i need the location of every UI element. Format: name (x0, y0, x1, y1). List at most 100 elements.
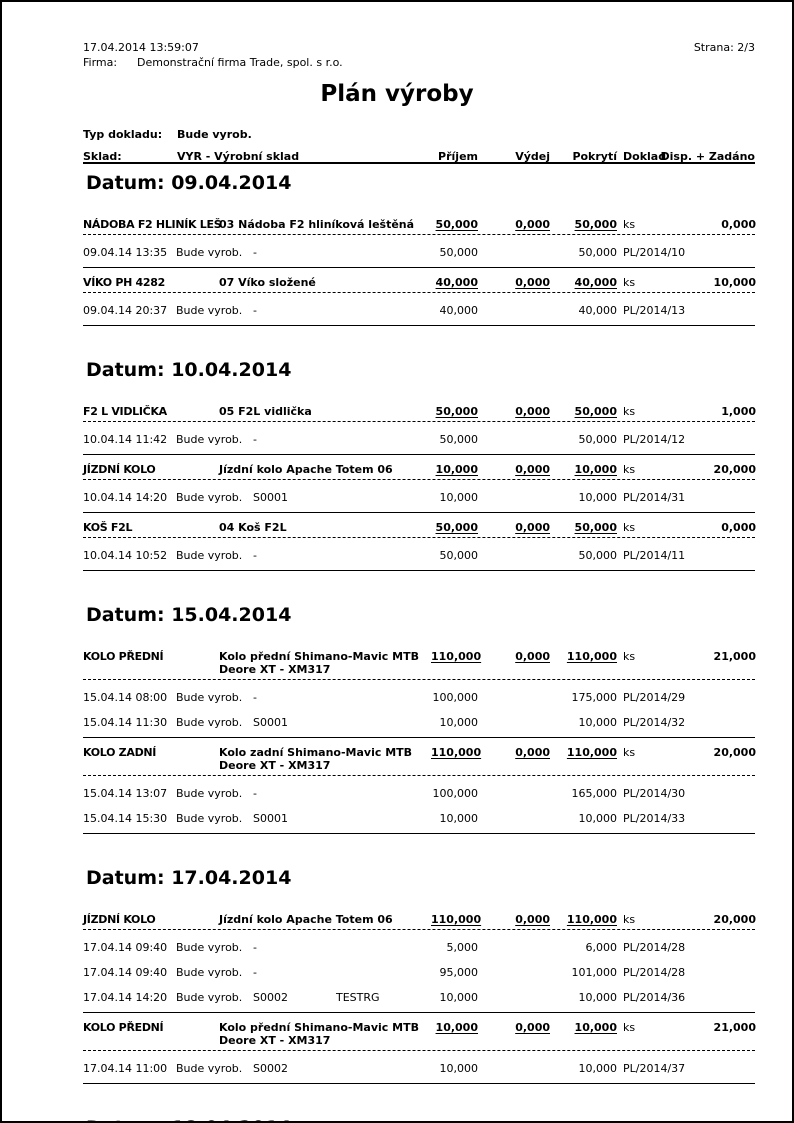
detail-pokryti: 10,000 (578, 991, 618, 1004)
detail-vydej (478, 246, 550, 259)
warehouse-value: VYR - Výrobní sklad (177, 150, 300, 163)
detail-prijem: 10,000 (439, 491, 479, 504)
detail-row: 09.04.14 20:37 Bude vyrob. - 40,000 40,0… (83, 298, 755, 323)
detail-pokryti: 101,000 (571, 966, 618, 979)
detail-prijem: 50,000 (439, 549, 479, 562)
detail-type: Bude vyrob. (176, 941, 243, 954)
detail-row: 17.04.14 11:00 Bude vyrob. S0002 10,000 … (83, 1056, 755, 1081)
item-header-row: KOLO PŘEDNÍ Kolo přední Shimano-Mavic MT… (83, 1021, 756, 1051)
item-disp: 21,000 (713, 1021, 756, 1034)
detail-disp (707, 787, 756, 800)
detail-doklad: PL/2014/13 (623, 304, 686, 317)
plan-item: KOŠ F2L 04 Koš F2L 50,000 0,000 50,000 k… (83, 513, 756, 571)
item-description: 04 Koš F2L (219, 521, 287, 534)
item-vydej: 0,000 (515, 746, 550, 759)
column-header-prijem: Příjem (438, 150, 478, 163)
detail-extra (336, 716, 431, 729)
detail-prijem: 40,000 (439, 304, 479, 317)
item-disp: 0,000 (721, 521, 756, 534)
plan-item: JÍZDNÍ KOLO Jízdní kolo Apache Totem 06 … (83, 913, 756, 1013)
detail-row: 15.04.14 11:30 Bude vyrob. S0001 10,000 … (83, 710, 755, 735)
item-pokryti: 110,000 (566, 650, 617, 663)
detail-vydej (478, 491, 550, 504)
item-details: 09.04.14 20:37 Bude vyrob. - 40,000 40,0… (83, 293, 755, 325)
detail-datetime: 15.04.14 13:07 (83, 787, 168, 800)
detail-disp (707, 966, 756, 979)
section-heading: Datum: 18.04.2014 (83, 1118, 755, 1122)
section-items: NÁDOBA F2 HLINÍK LEŠ 03 Nádoba F2 hliník… (83, 218, 756, 326)
detail-disp (707, 549, 756, 562)
section-heading: Datum: 10.04.2014 (86, 359, 292, 381)
detail-type: Bude vyrob. (176, 549, 243, 562)
plan-item: KOLO ZADNÍ Kolo zadní Shimano-Mavic MTB … (83, 738, 756, 834)
item-header-row: NÁDOBA F2 HLINÍK LEŠ 03 Nádoba F2 hliník… (83, 218, 756, 235)
detail-type: Bude vyrob. (176, 1062, 243, 1075)
company-label: Firma: (83, 56, 118, 69)
detail-disp (707, 491, 756, 504)
item-description: Jízdní kolo Apache Totem 06 (219, 463, 393, 476)
item-pokryti: 110,000 (566, 746, 617, 759)
detail-prijem: 100,000 (432, 691, 479, 704)
item-details: 10.04.14 11:42 Bude vyrob. - 50,000 50,0… (83, 422, 755, 454)
detail-vydej (478, 991, 550, 1004)
detail-datetime: 10.04.14 11:42 (83, 433, 168, 446)
plan-item: JÍZDNÍ KOLO Jízdní kolo Apache Totem 06 … (83, 455, 756, 513)
item-disp: 20,000 (713, 463, 756, 476)
detail-row: 15.04.14 15:30 Bude vyrob. S0001 10,000 … (83, 806, 755, 831)
detail-pokryti: 50,000 (578, 433, 618, 446)
detail-extra: TESTRG (336, 991, 380, 1004)
item-header-row: JÍZDNÍ KOLO Jízdní kolo Apache Totem 06 … (83, 913, 756, 930)
item-pokryti: 50,000 (574, 405, 617, 418)
detail-extra (336, 304, 431, 317)
detail-vydej (478, 691, 550, 704)
item-vydej: 0,000 (515, 650, 550, 663)
item-unit: ks (623, 746, 636, 759)
detail-datetime: 15.04.14 08:00 (83, 691, 168, 704)
detail-spec: - (253, 941, 257, 954)
detail-vydej (478, 787, 550, 800)
item-pokryti: 110,000 (566, 913, 617, 926)
detail-row: 10.04.14 11:42 Bude vyrob. - 50,000 50,0… (83, 427, 755, 452)
detail-vydej (478, 304, 550, 317)
section-heading: Datum: 15.04.2014 (86, 604, 292, 626)
detail-vydej (478, 1062, 550, 1075)
date-section: Datum: 17.04.2014 JÍZDNÍ KOLO Jízdní kol… (83, 868, 756, 1084)
item-pokryti: 50,000 (574, 521, 617, 534)
item-name: KOŠ F2L (83, 521, 133, 534)
item-name: JÍZDNÍ KOLO (83, 913, 156, 926)
detail-datetime: 17.04.14 11:00 (83, 1062, 168, 1075)
detail-spec: - (253, 433, 257, 446)
detail-datetime: 17.04.14 09:40 (83, 966, 168, 979)
item-header-row: JÍZDNÍ KOLO Jízdní kolo Apache Totem 06 … (83, 463, 756, 480)
plan-item: KOLO PŘEDNÍ Kolo přední Shimano-Mavic MT… (83, 1013, 756, 1084)
item-name: NÁDOBA F2 HLINÍK LEŠ (83, 218, 222, 231)
detail-spec: - (253, 691, 257, 704)
item-description: 05 F2L vidlička (219, 405, 312, 418)
item-prijem: 50,000 (435, 218, 478, 231)
warehouse-label: Sklad: (83, 150, 122, 163)
date-section: Datum: 18.04.2014 KOLO ZADNÍ Kolo zadní … (83, 1118, 755, 1122)
item-description: 07 Víko složené (219, 276, 316, 289)
detail-pokryti: 10,000 (578, 491, 618, 504)
detail-row: 17.04.14 14:20 Bude vyrob. S0002 TESTRG … (83, 985, 755, 1010)
detail-type: Bude vyrob. (176, 716, 243, 729)
item-details: 15.04.14 08:00 Bude vyrob. - 100,000 175… (83, 680, 755, 737)
detail-extra (336, 491, 431, 504)
detail-prijem: 95,000 (439, 966, 479, 979)
detail-extra (336, 691, 431, 704)
detail-prijem: 100,000 (432, 787, 479, 800)
section-items: KOLO PŘEDNÍ Kolo přední Shimano-Mavic MT… (83, 650, 756, 834)
detail-datetime: 15.04.14 15:30 (83, 812, 168, 825)
detail-row: 17.04.14 09:40 Bude vyrob. - 95,000 101,… (83, 960, 755, 985)
detail-datetime: 17.04.14 14:20 (83, 991, 168, 1004)
detail-type: Bude vyrob. (176, 246, 243, 259)
item-name: VÍKO PH 4282 (83, 276, 165, 289)
item-details: 17.04.14 11:00 Bude vyrob. S0002 10,000 … (83, 1051, 755, 1083)
detail-row: 10.04.14 14:20 Bude vyrob. S0001 10,000 … (83, 485, 755, 510)
detail-pokryti: 40,000 (578, 304, 618, 317)
item-header-row: KOLO PŘEDNÍ Kolo přední Shimano-Mavic MT… (83, 650, 756, 680)
doc-type-row: Typ dokladu: Bude vyrob. (83, 128, 755, 142)
item-name: JÍZDNÍ KOLO (83, 463, 156, 476)
date-section: Datum: 09.04.2014 NÁDOBA F2 HLINÍK LEŠ 0… (83, 173, 756, 326)
detail-pokryti: 165,000 (571, 787, 618, 800)
